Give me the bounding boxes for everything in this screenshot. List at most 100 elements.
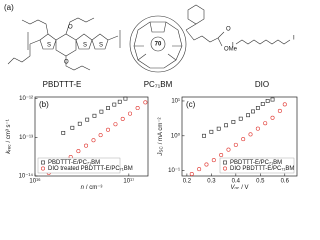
axis-subscript: SC — [159, 146, 164, 153]
x-tick-label: 10¹⁷ — [123, 178, 134, 185]
data-point — [251, 109, 255, 114]
data-point — [99, 109, 104, 114]
data-point — [77, 121, 82, 126]
legend-label: DIO PBDTTT-E/PC₇₁BM — [230, 166, 294, 172]
data-point — [277, 108, 282, 113]
data-point — [263, 121, 268, 126]
data-point — [282, 102, 287, 107]
legend-box — [219, 157, 295, 174]
data-point — [189, 171, 194, 176]
axis-unit: / mA cm⁻² — [158, 117, 164, 144]
axis-unit: / V — [241, 185, 248, 189]
atom: O — [68, 25, 73, 31]
data-point — [84, 143, 89, 148]
x-tick-label: 0.2 — [183, 179, 192, 185]
ring — [39, 33, 57, 50]
data-point — [226, 147, 231, 152]
data-point — [120, 116, 125, 121]
x-tick-label: 0.3 — [207, 179, 216, 185]
data-point — [211, 158, 216, 163]
axis-title: JSC / mA cm⁻² — [158, 117, 164, 156]
ring — [75, 33, 93, 50]
data-point — [265, 99, 270, 103]
data-point — [70, 125, 75, 130]
axis-title: n / cm⁻³ — [81, 185, 103, 189]
legend-box — [37, 157, 121, 174]
data-point — [61, 130, 66, 135]
data-point — [117, 99, 122, 104]
cage-center — [150, 36, 166, 52]
x-tick-label: 0.5 — [256, 179, 265, 185]
data-point — [270, 115, 275, 120]
data-point — [85, 117, 90, 122]
y-tick-label: 10¹ — [171, 99, 180, 105]
axis-unit: / cm⁻³ — [86, 185, 103, 189]
data-point — [231, 120, 236, 124]
atom: OMe — [224, 47, 238, 53]
bonds — [7, 17, 119, 71]
figure: (a) S S S O O 70 O OMe I I PBDTTT-E PC₇₁… — [4, 3, 298, 189]
data-point — [76, 149, 81, 154]
x-tick-label: 0.4 — [232, 179, 241, 185]
structures: (a) S S S O O 70 O OMe I I PBDTTT-E PC₇₁… — [4, 3, 295, 89]
axis-symbol: k — [6, 150, 12, 154]
data-point — [224, 123, 228, 128]
data-point — [260, 102, 265, 106]
axis-unit: / cm³ s⁻¹ — [6, 119, 12, 142]
atom: I — [232, 43, 234, 49]
fullerene — [129, 15, 187, 73]
legend-marker — [223, 160, 227, 165]
panel-label: (b) — [39, 100, 49, 109]
legend-label: PBDTTT-E/PC₇₁BM — [48, 160, 100, 166]
axis-subscript: oc — [234, 186, 240, 189]
chain — [235, 39, 291, 45]
data-point — [113, 122, 118, 127]
data-point — [106, 106, 110, 110]
legend-marker — [223, 166, 228, 171]
y-tick-label: 10⁻¹⁴ — [19, 173, 34, 180]
data-point — [248, 132, 253, 137]
axis-symbol: J — [158, 152, 164, 157]
y-tick-label: 10⁰ — [171, 132, 181, 139]
molecule-name: DIO — [255, 80, 269, 89]
data-point — [233, 142, 238, 147]
atom: O — [226, 27, 231, 33]
molecule-name: PBDTTT-E — [43, 80, 82, 89]
ring — [187, 4, 205, 25]
data-point — [91, 138, 96, 143]
panel-label: (c) — [186, 100, 196, 109]
axis-symbol: n — [81, 185, 85, 189]
ring — [91, 33, 109, 50]
data-point — [143, 100, 148, 105]
data-point — [209, 129, 214, 134]
data-point — [135, 106, 140, 111]
ring — [55, 33, 77, 57]
data-point — [128, 111, 133, 116]
legend-marker — [40, 166, 45, 171]
legend-label: DIO treated PBDTTT-E/PC₇₁BM — [48, 166, 133, 172]
data-point — [238, 116, 243, 121]
data-point — [246, 113, 250, 118]
data-point — [197, 167, 202, 172]
data-point — [98, 133, 103, 138]
data-point — [123, 96, 128, 101]
bonds — [185, 23, 225, 47]
x-tick-label: 0.6 — [281, 179, 290, 185]
legend-marker — [41, 160, 45, 165]
x-tick-label: 10¹⁶ — [29, 178, 41, 185]
axis-title: Voc / V — [230, 185, 248, 189]
cage — [133, 21, 183, 69]
axis-symbol: V — [230, 185, 235, 189]
panel-label: (a) — [4, 3, 14, 12]
axis-subscript: rec — [7, 144, 12, 151]
data-point — [204, 162, 209, 167]
data-point — [112, 102, 117, 107]
plot-frame — [181, 96, 298, 177]
data-point — [270, 97, 275, 102]
data-point — [216, 126, 221, 131]
plot-frame — [34, 96, 149, 177]
y-tick-label: 10⁻¹³ — [19, 135, 33, 141]
data-point — [255, 106, 260, 110]
y-tick-label: 10⁻¹ — [168, 168, 180, 174]
atom: 70 — [155, 42, 162, 48]
